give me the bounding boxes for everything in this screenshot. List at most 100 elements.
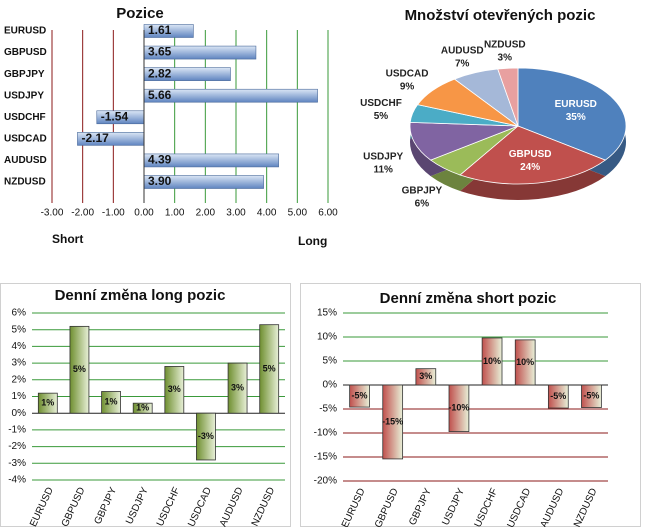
x-tick-label: -1.00 bbox=[102, 208, 125, 219]
x-tick-label: GBPUSD bbox=[373, 487, 401, 527]
bar bbox=[448, 384, 470, 432]
y-tick-label: 2% bbox=[12, 374, 27, 385]
category-label: AUDUSD bbox=[4, 155, 47, 166]
value-label: -3% bbox=[198, 431, 214, 441]
value-label: -5% bbox=[550, 391, 566, 401]
category-label: USDJPY bbox=[4, 90, 44, 101]
bar bbox=[132, 402, 153, 414]
y-tick-label: -20% bbox=[314, 476, 337, 487]
chart-title: Pozice bbox=[116, 5, 164, 22]
slice-value: 24% bbox=[520, 162, 540, 173]
value-label: -1.54 bbox=[101, 109, 129, 123]
y-tick-label: -4% bbox=[8, 475, 26, 486]
bar bbox=[349, 384, 370, 408]
x-tick-label: 5.00 bbox=[288, 208, 308, 219]
y-tick-label: -3% bbox=[8, 458, 26, 469]
value-label: 2.82 bbox=[148, 66, 172, 80]
value-label: 1.61 bbox=[148, 23, 172, 37]
pie-slice bbox=[517, 67, 627, 161]
x-tick-label: 4.00 bbox=[257, 208, 277, 219]
bar bbox=[196, 412, 216, 461]
bar bbox=[227, 362, 248, 414]
slice-label: GBPUSD bbox=[509, 149, 552, 160]
x-tick-label: EURUSD bbox=[340, 487, 368, 527]
value-label: -5% bbox=[583, 391, 599, 401]
x-tick-label: GBPJPY bbox=[93, 485, 120, 526]
value-label: 3.90 bbox=[148, 174, 172, 188]
chart-title: Množství otevřených pozic bbox=[405, 7, 596, 24]
x-tick-label: NZDUSD bbox=[250, 486, 278, 527]
category-label: EURUSD bbox=[4, 26, 46, 37]
bar bbox=[481, 337, 503, 386]
bar bbox=[581, 384, 602, 408]
bar bbox=[382, 384, 404, 460]
slice-value: 7% bbox=[455, 58, 470, 69]
slice-value: 6% bbox=[415, 199, 430, 210]
value-label: 1% bbox=[41, 398, 54, 408]
value-label: 10% bbox=[483, 356, 501, 366]
category-label: USDCAD bbox=[4, 133, 47, 144]
y-tick-label: -15% bbox=[314, 452, 337, 463]
value-label: 5% bbox=[263, 363, 276, 373]
y-tick-label: 10% bbox=[317, 332, 337, 343]
x-tick-label: USDCAD bbox=[505, 487, 533, 527]
x-tick-label: 2.00 bbox=[196, 208, 216, 219]
bar bbox=[164, 366, 185, 414]
value-label: 1% bbox=[136, 403, 149, 413]
pie-slice bbox=[459, 125, 607, 185]
x-tick-label: USDJPY bbox=[124, 485, 151, 526]
y-tick-label: 6% bbox=[12, 308, 27, 319]
y-tick-label: 5% bbox=[323, 356, 338, 367]
slice-label: NZDUSD bbox=[484, 40, 526, 51]
slice-label: AUDUSD bbox=[441, 45, 484, 56]
slice-label: USDCAD bbox=[386, 68, 429, 79]
x-tick-label: 0.00 bbox=[134, 208, 154, 219]
x-tick-label: GBPJPY bbox=[407, 486, 434, 527]
value-label: -2.17 bbox=[81, 131, 109, 145]
bar bbox=[259, 324, 280, 414]
x-tick-label: 1.00 bbox=[165, 208, 185, 219]
value-label: 3% bbox=[168, 384, 181, 394]
slice-value: 11% bbox=[373, 165, 393, 176]
pie-slice bbox=[409, 121, 519, 161]
x-tick-label: NZDUSD bbox=[572, 487, 600, 527]
y-tick-label: -10% bbox=[314, 428, 337, 439]
value-label: 10% bbox=[516, 357, 534, 367]
x-tick-label: AUDUSD bbox=[539, 487, 567, 527]
x-tick-label: AUDUSD bbox=[218, 486, 246, 527]
slice-label: USDCHF bbox=[360, 98, 402, 109]
x-tick-label: USDCHF bbox=[473, 487, 501, 527]
y-tick-label: 3% bbox=[12, 358, 27, 369]
y-tick-label: 0% bbox=[323, 380, 338, 391]
slice-value: 3% bbox=[498, 53, 513, 64]
annotation: Long bbox=[298, 234, 327, 248]
y-tick-label: 0% bbox=[12, 408, 27, 419]
value-label: 1% bbox=[105, 397, 118, 407]
bar bbox=[101, 391, 121, 414]
slice-label: USDJPY bbox=[363, 152, 403, 163]
x-tick-label: USDJPY bbox=[440, 486, 467, 527]
value-label: 5.66 bbox=[148, 88, 172, 102]
value-label: 3% bbox=[231, 383, 244, 393]
x-tick-label: USDCHF bbox=[155, 486, 183, 527]
x-tick-label: -3.00 bbox=[41, 208, 64, 219]
x-tick-label: 3.00 bbox=[226, 208, 246, 219]
pie-slice bbox=[497, 67, 519, 127]
y-tick-label: 15% bbox=[317, 308, 337, 319]
y-tick-label: 1% bbox=[12, 391, 27, 402]
category-label: USDCHF bbox=[4, 112, 46, 123]
value-label: -10% bbox=[448, 403, 469, 413]
chart-title: Denní změna long pozic bbox=[55, 287, 226, 304]
x-tick-label: EURUSD bbox=[28, 486, 56, 527]
bar bbox=[547, 384, 569, 409]
x-tick-label: -2.00 bbox=[71, 208, 94, 219]
bar bbox=[514, 339, 536, 386]
bar bbox=[37, 392, 58, 414]
value-label: -5% bbox=[352, 390, 368, 400]
bar bbox=[69, 325, 90, 414]
y-tick-label: 5% bbox=[12, 324, 27, 335]
slice-value: 9% bbox=[400, 81, 415, 92]
y-tick-label: -2% bbox=[8, 441, 26, 452]
y-tick-label: -1% bbox=[8, 425, 26, 436]
